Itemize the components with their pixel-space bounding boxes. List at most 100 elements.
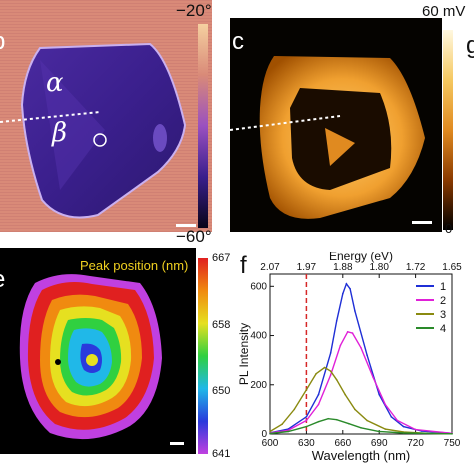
data-point-4 (402, 432, 405, 434)
colorbar-b-top: −20° (176, 1, 212, 20)
panel-c: c (230, 18, 442, 232)
data-point-3 (305, 388, 308, 391)
scale-bar-e (170, 442, 184, 445)
data-point-3 (329, 370, 332, 372)
data-point-2 (360, 347, 362, 349)
corner-feature (153, 124, 167, 152)
panel-letter-b: b (0, 30, 5, 54)
panel-letter-e: e (0, 268, 5, 292)
colorbar-e-tick-0: 667 (212, 252, 231, 264)
data-point-1 (354, 310, 356, 312)
legend-label-1: 1 (440, 281, 446, 293)
legend-label-3: 3 (440, 309, 446, 321)
data-point-2 (414, 428, 417, 431)
panel-g-edge (462, 40, 474, 460)
colorbar-e-tick-2: 650 (212, 385, 231, 397)
data-point-3 (354, 408, 356, 411)
data-point-2 (396, 419, 399, 422)
panel-e-title: Peak position (nm) (80, 258, 189, 273)
x2-tick-label: 1.72 (406, 262, 426, 273)
data-point-4 (451, 433, 453, 435)
colorbar-c-bottom: 0 (445, 221, 453, 236)
colorbar-c-top: 60 mV (422, 3, 466, 20)
marker-dot (55, 359, 61, 365)
x2-tick-label: 1.88 (333, 262, 353, 273)
legend-label-4: 4 (440, 323, 446, 335)
data-point-3 (335, 379, 338, 381)
data-point-3 (384, 428, 387, 430)
colorbar-b-bottom: −60° (176, 227, 212, 246)
panel-b-map (0, 0, 212, 232)
line-cut-b (0, 111, 101, 123)
data-point-4 (327, 417, 329, 420)
data-point-4 (378, 430, 380, 433)
colorbar-c (443, 30, 453, 230)
colorbar-e-tick-3: 641 (212, 448, 231, 460)
data-point-4 (305, 425, 308, 428)
panel-b: b α β (0, 0, 212, 232)
data-point-4 (317, 420, 320, 423)
data-point-1 (402, 425, 405, 428)
data-point-1 (335, 320, 338, 322)
y-tick-label: 0 (261, 429, 267, 440)
x2-tick-label: 1.97 (297, 262, 317, 273)
data-point-1 (305, 416, 308, 418)
data-point-4 (269, 432, 271, 435)
plot-frame (269, 273, 453, 435)
beta-label: β (52, 118, 68, 148)
colorbar-e-tick-1: 658 (212, 319, 231, 331)
flake-domain (20, 42, 187, 219)
y-tick-label: 200 (250, 380, 267, 391)
data-point-1 (329, 352, 332, 354)
data-point-1 (342, 292, 344, 295)
data-point-3 (323, 366, 326, 369)
data-point-1 (349, 288, 351, 290)
data-point-2 (305, 419, 308, 422)
legend-label-2: 2 (440, 295, 446, 307)
data-point-2 (329, 374, 332, 376)
data-point-1 (366, 354, 368, 356)
panel-e: e Peak position (nm) (0, 248, 196, 454)
data-point-1 (378, 393, 380, 396)
data-point-3 (344, 393, 346, 396)
x-tick-label: 720 (407, 438, 424, 449)
data-point-3 (293, 408, 296, 411)
alpha-label: α (46, 68, 64, 98)
x2-tick-label: 2.07 (260, 262, 280, 273)
x-axis-label: Wavelength (nm) (312, 448, 411, 463)
data-point-1 (345, 283, 348, 285)
data-point-2 (372, 376, 374, 379)
center-defect (93, 133, 107, 147)
data-point-3 (315, 372, 317, 375)
x-tick-label: 750 (444, 438, 461, 449)
data-point-1 (390, 416, 393, 418)
x-tick-label: 630 (298, 438, 315, 449)
data-point-4 (360, 427, 362, 429)
data-point-4 (335, 418, 338, 421)
x2-tick-label: 1.80 (369, 262, 389, 273)
data-point-3 (281, 423, 283, 425)
scale-bar-c (412, 221, 432, 224)
panel-letter-g: g (466, 32, 474, 59)
scale-bar-b (176, 224, 196, 227)
x-tick-label: 690 (371, 438, 388, 449)
colorbar-e (198, 258, 208, 454)
colorbar-b (198, 24, 208, 228)
data-point-2 (339, 344, 342, 347)
panel-letter-c: c (232, 28, 244, 55)
x-tick-label: 660 (334, 438, 351, 449)
data-point-2 (351, 332, 354, 334)
data-point-3 (366, 419, 368, 422)
y-axis-label: PL Intensity (238, 323, 251, 385)
pl-spectra-chart: 600 630 660 690 720 750 2.07 1.97 1.88 1.80 1.72 1.… (238, 252, 462, 463)
series-line-2 (269, 330, 453, 434)
data-point-4 (287, 430, 289, 433)
center-spot (86, 354, 98, 366)
x2-axis-label: Energy (eV) (329, 252, 393, 263)
line-cut-c (230, 115, 341, 131)
panel-c-map (230, 18, 442, 232)
x-tick-label: 600 (262, 438, 279, 449)
data-point-4 (348, 422, 350, 425)
interior-feature (325, 128, 355, 166)
panel-e-map (0, 248, 196, 454)
